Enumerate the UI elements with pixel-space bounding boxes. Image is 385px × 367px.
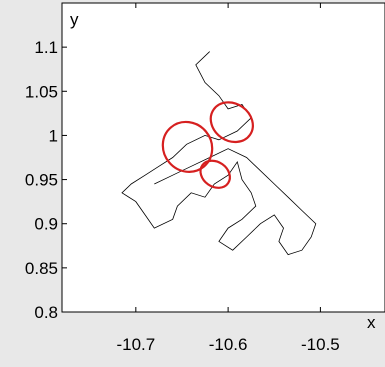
y-tick-label: 1.1 [34, 38, 58, 57]
y-tick-label: 0.85 [25, 259, 58, 278]
tick-layer: -10.7 -10.6 -10.5 0.8 0.85 0.9 0.95 1 1.05 1.1 [25, 3, 340, 354]
highlight-ellipse [209, 101, 254, 144]
y-tick-label: 1.05 [25, 82, 58, 101]
y-tick-label: 1 [49, 126, 58, 145]
annotation-layer [161, 101, 254, 189]
trajectory-line [121, 51, 317, 256]
y-axis-label: y [70, 10, 79, 29]
y-tick-label: 0.95 [25, 171, 58, 190]
series-layer [121, 51, 317, 256]
x-tick-label: -10.6 [209, 335, 248, 354]
plot-area [61, 2, 385, 313]
highlight-ellipse [161, 120, 214, 173]
x-tick-label: -10.5 [301, 335, 340, 354]
x-axis-label: x [367, 313, 376, 332]
x-tick-label: -10.7 [116, 335, 155, 354]
y-tick-label: 0.9 [34, 215, 58, 234]
y-tick-label: 0.8 [34, 303, 58, 322]
highlight-ellipse [199, 159, 231, 189]
